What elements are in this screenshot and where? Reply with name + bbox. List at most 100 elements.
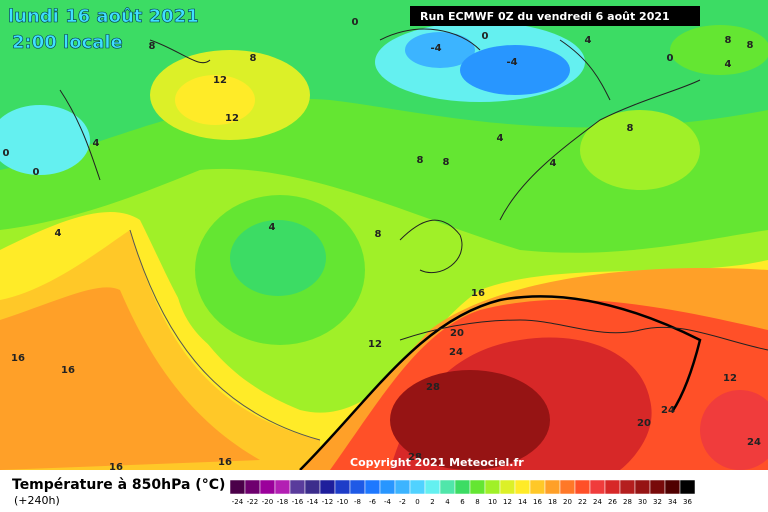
scale-swatch (304, 479, 321, 495)
scale-swatch (574, 479, 591, 495)
scale-label: 4 (445, 498, 450, 506)
scale-label: 30 (638, 498, 647, 506)
scale-label: 2 (430, 498, 434, 506)
coastlines (59, 28, 768, 351)
scale-swatch (619, 479, 636, 495)
scale-label: 12 (503, 498, 512, 506)
run-box (410, 6, 700, 26)
contour-label: -4 (506, 57, 517, 68)
contour-label: 24 (449, 347, 463, 358)
scale-swatch (514, 479, 531, 495)
scale-label: 16 (533, 498, 542, 506)
scale-swatch (289, 479, 306, 495)
scale-swatch (469, 479, 486, 495)
scale-label: 6 (460, 498, 465, 506)
scale-label: 24 (593, 498, 602, 506)
temperature-field (0, 0, 768, 471)
color-scale: -24 -22 -20 -18 -16 -14 -12 -10 -8 -6 -4 -2 0 2 4 6 8 10 1… (229, 479, 696, 506)
run-label: Run ECMWF 0Z du vendredi 6 août 2021 (420, 10, 670, 23)
legend-title: Température à 850hPa (°C) (12, 477, 225, 493)
scale-label: 0 (415, 498, 419, 506)
scale-swatch (559, 479, 576, 495)
contour-label: 0 (352, 17, 359, 28)
contour-label: 28 (408, 452, 422, 463)
scale-swatch (244, 479, 261, 495)
contour-label: 16 (61, 365, 75, 376)
scale-swatch (649, 479, 666, 495)
scale-label: -22 (247, 498, 258, 506)
scale-label: 28 (623, 498, 632, 506)
contour-label: 16 (109, 462, 123, 473)
scale-label: 26 (608, 498, 617, 506)
contour-label: 12 (723, 373, 737, 384)
contour-label: 16 (11, 353, 25, 364)
scale-swatch (454, 479, 471, 495)
scale-swatch (679, 479, 696, 495)
scale-label: 18 (548, 498, 557, 506)
scale-swatch (604, 479, 621, 495)
scale-swatch (349, 479, 366, 495)
scale-label: 8 (475, 498, 479, 506)
contour-label: 0 (3, 148, 10, 159)
map-time: 2:00 locale (12, 32, 123, 53)
scale-swatch (499, 479, 516, 495)
scale-label: -14 (307, 498, 319, 506)
contour-label: 28 (426, 382, 440, 393)
scale-label: 22 (578, 498, 587, 506)
scale-label: 36 (683, 498, 692, 506)
contour-label: 8 (250, 53, 257, 64)
scale-label: -8 (354, 498, 361, 506)
contour-label: 8 (443, 157, 450, 168)
scale-swatch (229, 479, 246, 495)
scale-swatch (334, 479, 351, 495)
contour-label: 4 (585, 35, 592, 46)
scale-label: 34 (668, 498, 677, 506)
contour-label: 8 (747, 40, 754, 51)
contour-label: 12 (213, 75, 227, 86)
scale-label: -18 (277, 498, 288, 506)
contour-label: 4 (550, 158, 557, 169)
scale-label: -24 (232, 498, 244, 506)
scale-label: 10 (488, 498, 497, 506)
contour-labels: 0 8 8 12 12 -4 -4 0 4 0 8 8 4 0 0 4 4 4 8 8 4 8 4 8 16 20 24 12 16 16… (3, 17, 761, 473)
contour-label: 8 (149, 41, 156, 52)
contour-label: 0 (482, 31, 489, 42)
scale-swatch (424, 479, 441, 495)
scale-swatch (439, 479, 456, 495)
scale-label: -16 (292, 498, 304, 506)
scale-swatch (634, 479, 651, 495)
contour-label: 8 (627, 123, 634, 134)
contour-label: -4 (430, 43, 441, 54)
scale-label: -6 (369, 498, 377, 506)
scale-label: -4 (384, 498, 392, 506)
map-date: lundi 16 août 2021 (8, 6, 199, 27)
scale-label: 32 (653, 498, 662, 506)
contour-label: 20 (450, 328, 464, 339)
scale-swatch (379, 479, 396, 495)
scale-swatch (394, 479, 411, 495)
scale-label: -20 (262, 498, 273, 506)
scale-label: -2 (399, 498, 406, 506)
copyright: Copyright 2021 Meteociel.fr (350, 456, 524, 469)
scale-label: -12 (322, 498, 333, 506)
contour-label: 0 (667, 53, 674, 64)
scale-swatch (274, 479, 291, 495)
scale-label: -10 (337, 498, 348, 506)
contour-label: 4 (497, 133, 504, 144)
scale-label: 20 (563, 498, 572, 506)
contour-label: 12 (368, 339, 382, 350)
scale-swatch (259, 479, 276, 495)
scale-label: 14 (518, 498, 527, 506)
legend-lead: (+240h) (14, 494, 60, 507)
contour-label: 4 (725, 59, 732, 70)
scale-swatch (544, 479, 561, 495)
contour-label: 4 (269, 222, 276, 233)
contour-label: 4 (93, 138, 100, 149)
scale-swatch (319, 479, 336, 495)
contour-label: 8 (725, 35, 732, 46)
contour-label: 8 (417, 155, 424, 166)
scale-swatch (664, 479, 681, 495)
scale-swatch (364, 479, 381, 495)
